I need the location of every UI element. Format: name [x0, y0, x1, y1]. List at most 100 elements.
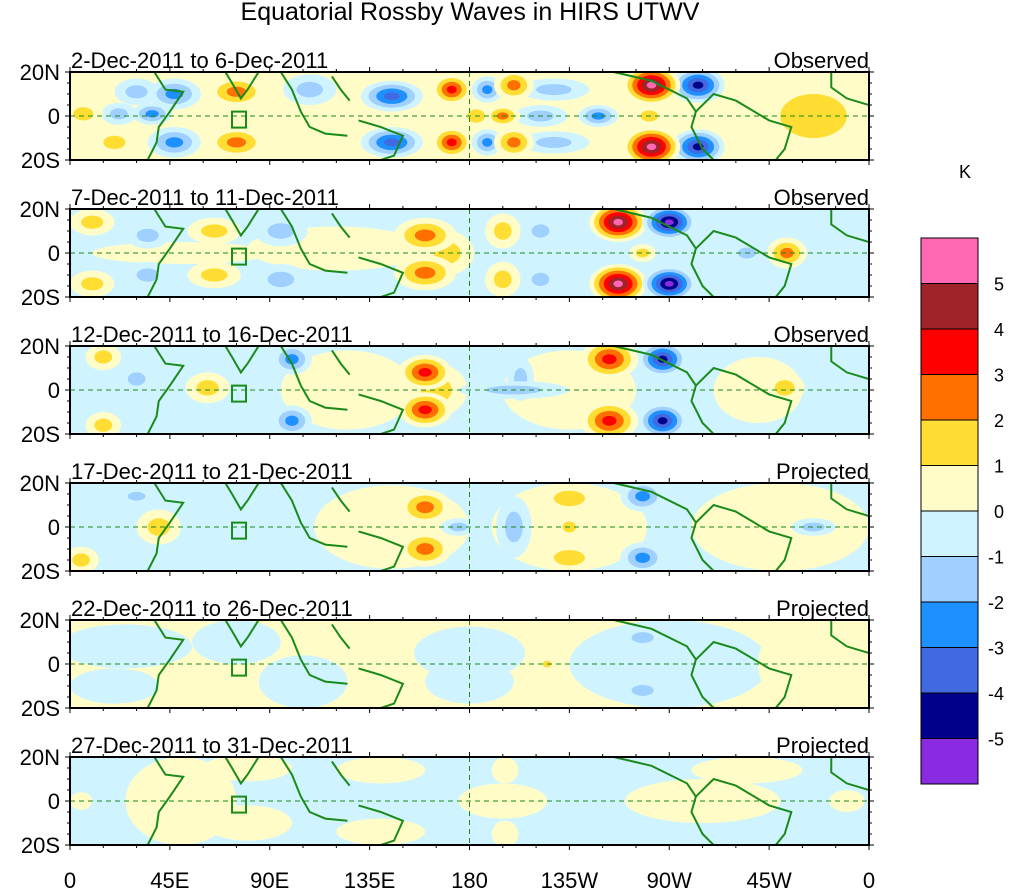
y-tick-label: 0 [48, 378, 60, 403]
negative-anomaly [271, 405, 312, 434]
contour-level [336, 757, 426, 784]
coastline [695, 92, 793, 160]
contour-level [127, 372, 146, 386]
contour-level [125, 85, 148, 99]
contour-level [774, 380, 795, 396]
positive-anomaly [70, 100, 104, 127]
coastline [331, 349, 351, 376]
contour-level [446, 85, 457, 94]
negative-anomaly [271, 346, 312, 375]
negative-anomaly [360, 126, 423, 158]
positive-anomaly [280, 350, 415, 430]
coastline [695, 777, 793, 845]
negative-anomaly [118, 487, 155, 506]
contour-level [416, 543, 434, 555]
positive-anomaly [746, 72, 869, 160]
y-tick-label: 20N [20, 60, 60, 85]
positive-anomaly [70, 209, 115, 236]
colorbar-label: 4 [994, 320, 1004, 340]
contour-level [536, 136, 572, 148]
region-box [231, 384, 248, 403]
colorbar-swatch [920, 419, 979, 466]
y-tick-label: 20S [21, 148, 60, 173]
positive-anomaly [485, 213, 521, 249]
contour-level [414, 229, 436, 242]
contour-level [418, 405, 432, 415]
contour-level [127, 491, 146, 501]
positive-anomaly [431, 126, 472, 158]
positive-anomaly [580, 346, 639, 379]
contour-level [553, 490, 585, 507]
positive-anomaly [187, 261, 241, 289]
positive-anomaly [203, 805, 292, 841]
colorbar-swatch [920, 692, 979, 739]
positive-anomaly [538, 542, 601, 571]
coastline [331, 75, 351, 102]
chart-title: Equatorial Rossby Waves in HIRS UTWV [240, 0, 700, 26]
colorbar-swatch [920, 374, 979, 421]
positive-anomaly [203, 757, 292, 782]
positive-anomaly [85, 346, 122, 371]
negative-anomaly [620, 626, 665, 649]
coastline [280, 209, 348, 274]
y-tick-label: 20N [20, 745, 60, 770]
negative-anomaly [254, 215, 308, 247]
negative-anomaly [791, 518, 836, 536]
negative-anomaly [642, 266, 696, 297]
contour-level [507, 80, 521, 91]
contour-level [602, 354, 617, 365]
negative-anomaly [125, 222, 170, 249]
contour-level [664, 219, 674, 226]
panel-status: Projected [776, 733, 869, 758]
colorbar-swatch [920, 237, 979, 284]
colorbar-label: -5 [988, 730, 1004, 750]
negative-anomaly [620, 679, 665, 702]
contour-level [491, 820, 519, 845]
panel-date-range: 12-Dec-2011 to 16-Dec-2011 [71, 322, 353, 347]
contour-level [192, 620, 281, 664]
contour-level [258, 655, 348, 708]
coastline [695, 366, 793, 434]
positive-anomaly [491, 820, 519, 845]
colorbar-label: 2 [994, 411, 1004, 431]
positive-anomaly [92, 129, 137, 156]
contour-level [613, 280, 624, 288]
y-tick-label: 0 [48, 789, 60, 814]
y-tick-label: 20S [21, 696, 60, 721]
coastline [331, 760, 351, 787]
contour-level [553, 550, 585, 566]
contour-level [531, 224, 550, 238]
contour-level [81, 215, 104, 229]
colorbar-swatch [920, 738, 979, 785]
contour-level [635, 248, 650, 258]
negative-anomaly [70, 624, 193, 669]
coastline [146, 209, 185, 297]
x-tick-label: 45W [747, 868, 792, 890]
negative-anomaly [522, 266, 559, 293]
negative-anomaly [518, 78, 590, 101]
panel-date-range: 2-Dec-2011 to 6-Dec-2011 [71, 48, 328, 73]
coastline [224, 620, 260, 649]
y-tick-label: 0 [48, 104, 60, 129]
contour-level [802, 522, 825, 532]
positive-anomaly [691, 483, 869, 571]
coastline [358, 393, 405, 434]
coastline [695, 229, 793, 297]
x-tick-label: 135W [541, 868, 599, 890]
positive-anomaly [629, 244, 656, 262]
y-tick-label: 20N [20, 197, 60, 222]
panel-2: 20N 0 20S 7-Dec-2011 to 11-Dec-2011 Observed [20, 185, 874, 310]
contour-level [536, 84, 572, 96]
colorbar-label: 5 [994, 275, 1004, 295]
contour-level [94, 418, 113, 432]
coastline [224, 72, 260, 101]
negative-anomaly [638, 403, 687, 434]
contour-level [70, 624, 193, 669]
coastline [146, 620, 185, 708]
panel-status: Projected [776, 596, 869, 621]
panel-4: 20N 0 20S 17-Dec-2011 to 21-Dec-2011 Project… [20, 459, 874, 584]
contour-level [285, 415, 299, 426]
coastline [358, 256, 405, 297]
contour-level [691, 483, 869, 571]
contour-level [200, 268, 228, 282]
